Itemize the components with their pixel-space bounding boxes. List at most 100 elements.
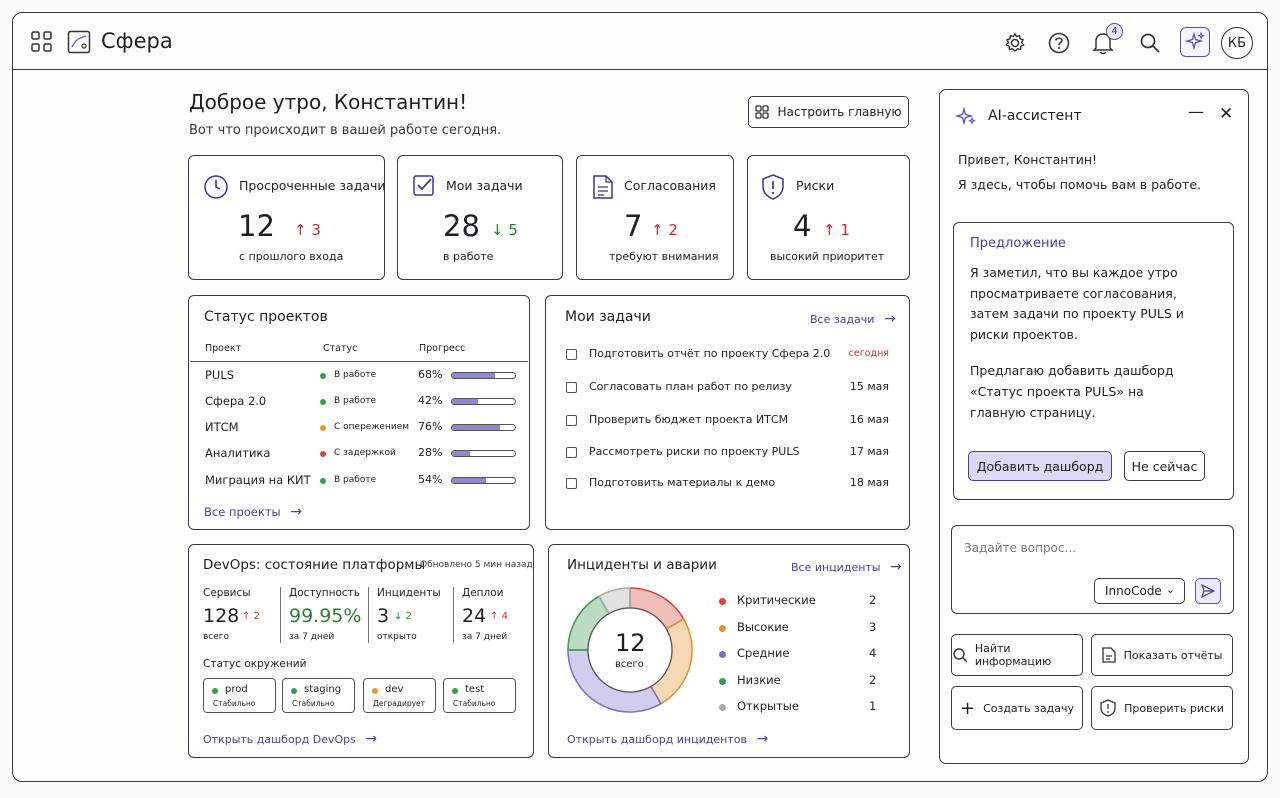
all-incidents-link[interactable]: Все инциденты → [791, 559, 902, 575]
my-tasks-card: Мои задачи Все задачи → Подготовить отчё… [545, 295, 910, 530]
task-checkbox[interactable] [566, 349, 577, 360]
env-box[interactable]: test Стабильно [443, 678, 516, 713]
devops-card: DevOps: состояние платформы Обновлено 5 … [188, 544, 534, 758]
find-info-label: Найти информацию [974, 642, 1052, 668]
close-icon[interactable]: ✕ [1219, 104, 1234, 124]
task-date: 15 мая [849, 380, 889, 393]
suggestion-line: Я заметил, что вы каждое утро [970, 265, 1178, 280]
apps-grid-icon[interactable] [31, 31, 53, 53]
create-task-button[interactable]: + Создать задачу [951, 686, 1083, 730]
status-dot [320, 425, 326, 431]
document-icon [593, 175, 613, 199]
task-text[interactable]: Проверить бюджет проекта ИТСМ [589, 413, 789, 426]
stat-delta: ↓ 2 [394, 611, 412, 622]
show-reports-button[interactable]: Показать отчёты [1091, 634, 1233, 676]
ai-sparkle-button[interactable] [1180, 27, 1210, 57]
all-projects-link[interactable]: Все проекты → [204, 504, 302, 520]
task-checkbox[interactable] [566, 478, 577, 489]
check-risks-button[interactable]: Проверить риски [1091, 686, 1233, 730]
greeting-title: Доброе утро, Константин! [189, 90, 468, 114]
stat-label: Доступность [289, 587, 360, 599]
status-dot [320, 399, 326, 405]
top-bar [12, 12, 1268, 70]
assistant-hello: Привет, Константин! [958, 152, 1098, 167]
search-icon[interactable] [1139, 32, 1161, 54]
ask-question-input[interactable]: Задайте вопрос... InnoCode ⌄ [951, 525, 1234, 614]
model-select[interactable]: InnoCode ⌄ [1094, 578, 1185, 604]
project-name[interactable]: Аналитика [205, 446, 271, 460]
chevron-down-icon: ⌄ [1165, 583, 1175, 596]
find-info-button[interactable]: Найти информацию [951, 634, 1083, 676]
progress-bar-fill [452, 451, 470, 456]
sparkle-icon [954, 106, 976, 126]
env-box[interactable]: prod Стабильно [203, 678, 276, 713]
app-title: Сфера [101, 29, 173, 53]
task-text[interactable]: Согласовать план работ по релизу [589, 380, 792, 393]
stat-value: 3 [377, 605, 390, 627]
devops-updated: Обновлено 5 мин назад [420, 560, 533, 570]
task-checkbox[interactable] [566, 447, 577, 458]
stat-delta-value: 4 [501, 611, 508, 622]
user-avatar[interactable]: КБ [1221, 27, 1253, 59]
suggestion-line: просматриваете согласования, [970, 285, 1177, 301]
env-name: dev [385, 684, 404, 695]
stat-divider [453, 587, 454, 643]
notifications-bell-icon[interactable] [1092, 31, 1114, 55]
open-incidents-dashboard-link[interactable]: Открыть дашборд инцидентов → [567, 731, 768, 747]
kpi-caption: требуют внимания [609, 250, 719, 263]
legend-count: 2 [869, 672, 877, 687]
proposal-line: «Статус проекта PULS» на [970, 384, 1144, 399]
kpi-delta-value: 2 [668, 221, 678, 239]
open-incidents-label: Открыть дашборд инцидентов [567, 733, 747, 746]
legend-count: 2 [869, 593, 877, 607]
suggestion-title: Предложение [970, 236, 1066, 251]
env-box[interactable]: staging Стабильно [282, 678, 355, 713]
project-progress-bar [451, 424, 516, 431]
kpi-card-my-tasks[interactable]: Мои задачи 28 ↓ 5 в работе [397, 155, 563, 280]
env-box[interactable]: dev Деградирует [363, 678, 436, 713]
minimize-icon[interactable]: — [1188, 102, 1204, 121]
kpi-delta-value: 3 [311, 221, 321, 239]
env-name: staging [304, 684, 342, 695]
add-dashboard-button[interactable]: Добавить дашборд [968, 451, 1112, 481]
project-name[interactable]: PULS [205, 368, 235, 382]
task-checkbox[interactable] [566, 382, 577, 393]
kpi-card-overdue[interactable]: Просроченные задачи 12 ↑ 3 с прошлого вх… [188, 155, 386, 280]
project-name[interactable]: Сфера 2.0 [205, 394, 267, 408]
customize-home-button[interactable]: Настроить главную [748, 96, 909, 128]
kpi-title: Мои задачи [446, 178, 523, 193]
all-tasks-link[interactable]: Все задачи → [810, 311, 896, 327]
settings-gear-icon[interactable] [1004, 32, 1026, 54]
kpi-title: Риски [796, 178, 835, 193]
send-button[interactable] [1195, 578, 1221, 604]
task-text[interactable]: Подготовить материалы к демо [589, 476, 776, 489]
env-status-dot [291, 688, 297, 694]
stat-divider [280, 587, 281, 643]
task-checkbox[interactable] [566, 415, 577, 426]
incidents-total-label: всего [615, 659, 644, 670]
status-dot [320, 373, 326, 379]
kpi-card-approvals[interactable]: Согласования 7 ↑ 2 требуют внимания [576, 155, 734, 280]
check-risks-label: Проверить риски [1124, 701, 1224, 715]
notification-count-badge: 4 [1106, 23, 1123, 40]
stat-value: 99.95% [289, 605, 362, 627]
project-progress-value: 68% [418, 368, 443, 381]
env-status-dot [452, 688, 458, 694]
not-now-button[interactable]: Не сейчас [1124, 451, 1205, 481]
kpi-caption: с прошлого входа [239, 250, 344, 263]
legend-label: Высокие [737, 619, 789, 634]
task-text[interactable]: Подготовить отчёт по проекту Сфера 2.0 [589, 347, 831, 360]
incidents-card: Инциденты и аварии Все инциденты → 12 вс… [548, 544, 910, 758]
project-status: В работе [334, 370, 377, 380]
project-name[interactable]: ИТСМ [205, 420, 239, 434]
project-name[interactable]: Миграция на КИТ [205, 473, 311, 487]
legend-label: Средние [737, 646, 790, 660]
task-text[interactable]: Рассмотреть риски по проекту PULS [589, 445, 800, 458]
progress-bar-fill [452, 425, 500, 430]
help-icon[interactable] [1048, 32, 1070, 54]
arrow-right-icon: → [756, 731, 769, 747]
open-devops-dashboard-link[interactable]: Открыть дашборд DevOps → [203, 731, 377, 747]
kpi-card-risks[interactable]: Риски 4 ↑ 1 высокий приоритет [747, 155, 910, 280]
send-icon [1201, 584, 1215, 598]
env-state: Стабильно [292, 699, 335, 708]
